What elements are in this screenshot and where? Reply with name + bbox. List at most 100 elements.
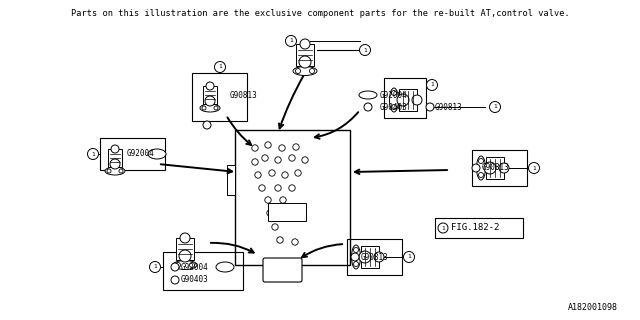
Circle shape (374, 252, 384, 262)
Circle shape (206, 82, 214, 90)
Text: 1: 1 (91, 151, 95, 156)
Circle shape (171, 276, 179, 284)
Ellipse shape (173, 260, 197, 269)
Text: A182001098: A182001098 (568, 303, 618, 312)
Bar (203, 86, 217, 104)
Circle shape (359, 251, 371, 263)
Circle shape (300, 39, 310, 49)
Text: 1: 1 (218, 65, 222, 69)
Ellipse shape (105, 167, 125, 175)
Bar (361, 246, 379, 268)
Circle shape (392, 105, 397, 109)
Circle shape (269, 170, 275, 176)
Text: 1: 1 (407, 254, 411, 260)
Circle shape (351, 253, 359, 261)
Circle shape (214, 61, 225, 73)
Text: G90813: G90813 (230, 91, 258, 100)
Circle shape (353, 247, 358, 252)
Text: G90813: G90813 (361, 252, 388, 261)
Circle shape (275, 185, 281, 191)
Circle shape (214, 106, 218, 110)
Circle shape (360, 44, 371, 55)
Circle shape (426, 103, 434, 111)
Bar (472, 150, 527, 186)
Circle shape (171, 263, 179, 271)
Ellipse shape (216, 262, 234, 272)
Text: FIG.182-2: FIG.182-2 (451, 223, 499, 233)
Bar (163, 252, 243, 290)
Circle shape (484, 162, 496, 174)
Text: 1: 1 (493, 105, 497, 109)
Circle shape (265, 142, 271, 148)
Circle shape (119, 169, 123, 173)
Ellipse shape (390, 88, 399, 112)
Circle shape (479, 172, 483, 178)
Text: G92004: G92004 (380, 91, 408, 100)
Bar (268, 203, 306, 221)
Ellipse shape (148, 149, 166, 159)
Circle shape (392, 91, 397, 95)
Ellipse shape (351, 245, 360, 269)
Text: G90813: G90813 (482, 164, 509, 172)
Circle shape (293, 144, 300, 150)
Circle shape (111, 145, 119, 153)
Circle shape (202, 106, 206, 110)
Circle shape (279, 145, 285, 151)
Circle shape (438, 223, 448, 233)
Bar (399, 89, 417, 111)
Ellipse shape (293, 67, 317, 76)
Bar (235, 130, 350, 265)
Bar (227, 165, 235, 195)
Circle shape (175, 262, 180, 268)
Bar (384, 78, 426, 118)
Text: 1: 1 (441, 226, 445, 230)
Circle shape (397, 94, 409, 106)
Circle shape (203, 121, 211, 129)
Text: G90403: G90403 (181, 276, 209, 284)
Text: G92004: G92004 (127, 149, 155, 158)
Circle shape (150, 261, 161, 273)
Circle shape (297, 212, 303, 218)
Circle shape (107, 169, 111, 173)
Text: G90813: G90813 (435, 102, 463, 111)
Bar (296, 44, 314, 66)
Bar (347, 239, 402, 275)
Circle shape (403, 252, 415, 262)
Bar (435, 218, 523, 238)
Bar (192, 73, 247, 121)
Circle shape (110, 159, 120, 169)
Circle shape (267, 210, 273, 216)
Circle shape (289, 185, 295, 191)
Circle shape (295, 170, 301, 176)
Circle shape (277, 237, 283, 243)
Circle shape (179, 250, 191, 262)
Circle shape (353, 261, 358, 267)
Text: Parts on this illustration are the exclusive component parts for the re-built AT: Parts on this illustration are the exclu… (70, 9, 570, 18)
Ellipse shape (359, 91, 377, 99)
Circle shape (88, 148, 99, 159)
Circle shape (364, 103, 372, 111)
Circle shape (302, 157, 308, 163)
Circle shape (479, 158, 483, 164)
Text: 1: 1 (289, 38, 293, 44)
Circle shape (310, 68, 314, 74)
Circle shape (275, 157, 281, 163)
Bar (176, 238, 194, 260)
Circle shape (289, 155, 295, 161)
Circle shape (189, 262, 195, 268)
Circle shape (180, 233, 190, 243)
Text: 1: 1 (153, 265, 157, 269)
Circle shape (272, 224, 278, 230)
Circle shape (259, 185, 265, 191)
Bar (100, 138, 165, 170)
Circle shape (529, 163, 540, 173)
Bar (108, 149, 122, 167)
Circle shape (296, 68, 301, 74)
Circle shape (280, 197, 286, 203)
Bar (486, 157, 504, 179)
FancyBboxPatch shape (263, 258, 302, 282)
Ellipse shape (477, 156, 486, 180)
Text: G92004: G92004 (181, 262, 209, 271)
Circle shape (252, 159, 258, 165)
Circle shape (282, 172, 288, 178)
